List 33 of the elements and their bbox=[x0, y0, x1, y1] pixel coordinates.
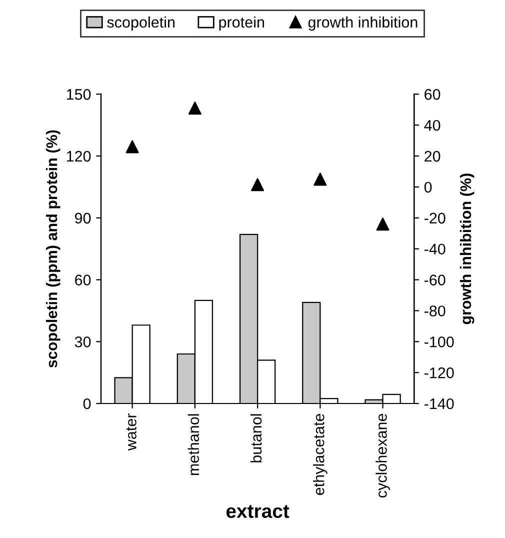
legend-label: scopoletin bbox=[107, 16, 175, 31]
y-tick-label: 30 bbox=[74, 336, 91, 348]
y2-tick-label: 20 bbox=[424, 150, 440, 162]
y2-tick-label: -120 bbox=[424, 367, 454, 378]
y2-tick-label: 0 bbox=[424, 182, 432, 193]
y2-tick-label: -40 bbox=[424, 244, 446, 255]
point bbox=[126, 140, 139, 154]
y2-tick-label: -140 bbox=[424, 398, 454, 410]
y2-tick-label: -20 bbox=[424, 212, 446, 224]
point bbox=[188, 102, 202, 115]
x-tick-label: cyclohexane bbox=[376, 414, 390, 498]
y2-tick-label: -80 bbox=[424, 306, 446, 316]
y-axis-title: scopoletin (ppm) and protein (%) bbox=[46, 130, 60, 368]
y-tick-label: 120 bbox=[66, 150, 91, 162]
y2-tick-label: 60 bbox=[424, 89, 440, 100]
y2-axis-title: growth inhibition (%) bbox=[460, 174, 474, 324]
legend-label: protein bbox=[219, 16, 264, 31]
point bbox=[251, 178, 264, 192]
x-tick-label: water bbox=[126, 413, 136, 451]
x-tick-label: butanol bbox=[250, 414, 262, 462]
legend-label: growth inhibition bbox=[308, 16, 418, 31]
y-tick-label: 90 bbox=[75, 212, 91, 224]
x-tick-label: ethylacetate bbox=[313, 414, 328, 495]
x-tick-label: methanol bbox=[188, 414, 200, 476]
point bbox=[314, 172, 327, 186]
y2-tick-label: 40 bbox=[424, 120, 440, 131]
point bbox=[376, 218, 390, 231]
y-tick-label: 60 bbox=[75, 274, 91, 286]
y-tick-label: 0 bbox=[83, 398, 91, 410]
y-tick-label: 150 bbox=[66, 89, 91, 100]
x-axis-title: extract bbox=[226, 505, 290, 518]
y2-tick-label: -60 bbox=[424, 274, 446, 286]
y2-tick-label: -100 bbox=[424, 336, 454, 348]
